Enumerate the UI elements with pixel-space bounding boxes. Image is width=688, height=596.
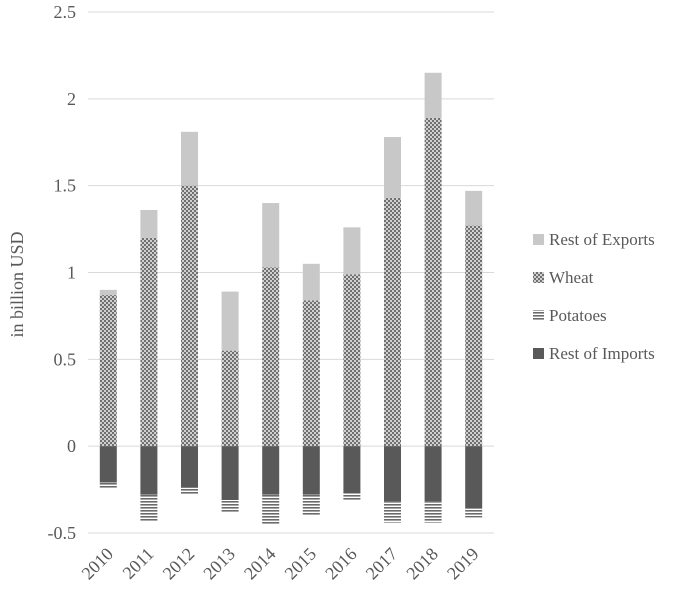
x-tick-label: 2015	[281, 544, 321, 584]
legend-swatch	[533, 234, 544, 245]
y-tick-label: -0.5	[48, 523, 77, 543]
bar-rest-of-imports-2013	[221, 446, 239, 501]
legend-label: Rest of Imports	[549, 344, 655, 363]
y-tick-label: 0	[67, 436, 76, 456]
bar-wheat-2014	[262, 267, 280, 447]
legend-label: Rest of Exports	[549, 230, 655, 249]
x-tick-label: 2019	[443, 544, 483, 584]
y-tick-label: 0.5	[54, 349, 77, 369]
legend-swatch	[533, 272, 544, 283]
x-axis-ticks: 2010 2011 2012 2013 2014 2015 2016 2017 2018 2019	[78, 544, 483, 584]
bar-wheat-2017	[384, 197, 401, 447]
legend-swatch	[533, 348, 544, 359]
x-tick-label: 2011	[119, 544, 158, 583]
bar-rest-of-imports-2017	[384, 446, 401, 502]
legend-label: Potatoes	[549, 306, 607, 325]
bar-rest-of-exports-2013	[221, 291, 239, 351]
bar-potatoes-2019	[465, 508, 483, 518]
x-tick-label: 2013	[199, 544, 239, 584]
bar-wheat-2010	[99, 295, 117, 447]
bar-potatoes-2011	[140, 494, 158, 521]
bar-rest-of-exports-2010	[99, 289, 117, 296]
bars	[99, 72, 483, 525]
bar-potatoes-2010	[99, 482, 117, 488]
y-axis-ticks: -0.5 0 0.5 1 1.5 2 2.5	[48, 2, 77, 543]
bar-potatoes-2013	[221, 500, 239, 513]
bar-rest-of-imports-2012	[181, 446, 198, 488]
bar-rest-of-exports-2016	[343, 227, 361, 275]
legend-item: Rest of Imports	[533, 344, 655, 363]
bar-rest-of-imports-2014	[262, 446, 280, 495]
bar-potatoes-2015	[302, 494, 320, 516]
bar-rest-of-exports-2018	[424, 72, 442, 118]
bar-rest-of-imports-2019	[465, 446, 483, 509]
legend: Rest of Exports Wheat Potatoes Rest of Impo…	[533, 230, 655, 363]
legend-item: Potatoes	[533, 306, 607, 325]
x-tick-label: 2017	[362, 544, 402, 584]
bar-wheat-2018	[424, 117, 442, 447]
legend-swatch	[533, 310, 544, 321]
bar-rest-of-imports-2015	[302, 446, 320, 495]
x-tick-label: 2018	[402, 544, 442, 584]
bar-rest-of-exports-2015	[302, 263, 320, 301]
bar-wheat-2013	[221, 350, 239, 447]
bar-wheat-2016	[343, 274, 361, 447]
bar-rest-of-imports-2018	[424, 446, 442, 502]
bar-rest-of-imports-2016	[343, 446, 361, 494]
bar-rest-of-imports-2010	[99, 446, 117, 483]
x-tick-label: 2014	[240, 544, 280, 584]
bar-rest-of-exports-2019	[465, 190, 483, 226]
legend-label: Wheat	[549, 268, 594, 287]
y-tick-label: 2.5	[54, 2, 77, 22]
y-axis-title: in billion USD	[7, 231, 27, 337]
bar-wheat-2019	[465, 225, 483, 447]
y-tick-label: 1.5	[54, 176, 77, 196]
x-tick-label: 2010	[78, 544, 118, 584]
bar-rest-of-exports-2011	[140, 209, 158, 238]
legend-item: Wheat	[533, 268, 594, 287]
bar-wheat-2015	[302, 300, 320, 447]
bar-rest-of-exports-2017	[384, 137, 401, 198]
y-tick-label: 2	[67, 89, 76, 109]
x-tick-label: 2012	[159, 544, 199, 584]
bar-rest-of-imports-2011	[140, 446, 158, 495]
bar-rest-of-exports-2012	[181, 131, 198, 186]
x-tick-label: 2016	[321, 544, 361, 584]
bar-wheat-2012	[181, 185, 198, 447]
y-tick-label: 1	[67, 263, 76, 283]
bar-potatoes-2018	[424, 501, 442, 523]
bar-potatoes-2017	[384, 501, 401, 523]
bar-wheat-2011	[140, 237, 158, 447]
bar-rest-of-exports-2014	[262, 203, 280, 268]
legend-item: Rest of Exports	[533, 230, 655, 249]
bar-potatoes-2014	[262, 494, 280, 525]
bar-potatoes-2016	[343, 493, 361, 501]
bar-potatoes-2012	[181, 487, 198, 495]
